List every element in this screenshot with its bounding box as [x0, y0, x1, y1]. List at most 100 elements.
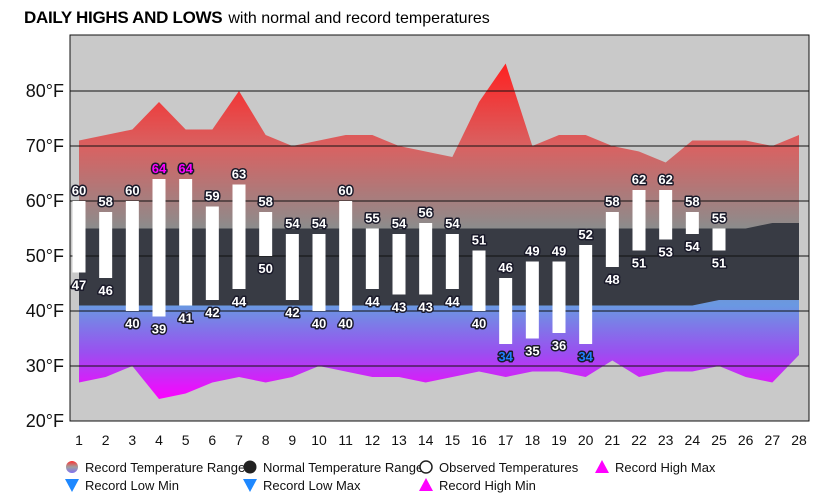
x-tick-label: 20 [578, 432, 594, 448]
observed-bar [392, 234, 406, 295]
observed-bar [285, 234, 299, 300]
observed-bar [312, 234, 326, 311]
observed-high-label: 60 [72, 183, 86, 198]
observed-bar [659, 190, 673, 240]
normal-range-area [79, 223, 799, 306]
y-tick-label: 50°F [26, 246, 64, 266]
observed-low-label: 44 [445, 294, 460, 309]
observed-low-label: 35 [525, 344, 539, 359]
x-tick-label: 8 [262, 432, 270, 448]
observed-high-label: 55 [365, 211, 379, 226]
x-tick-label: 4 [155, 432, 163, 448]
x-tick-label: 18 [525, 432, 541, 448]
legend-label: Record Temperature Range [85, 460, 245, 475]
observed-high-label: 59 [205, 189, 219, 204]
observed-low-label: 46 [98, 283, 112, 298]
chart-title: DAILY HIGHS AND LOWS [24, 8, 223, 27]
observed-bar [339, 201, 353, 311]
x-tick-label: 11 [338, 432, 353, 448]
observed-bar [552, 261, 566, 333]
observed-low-label: 42 [205, 305, 219, 320]
observed-low-label: 40 [125, 316, 139, 331]
chart-title-block: DAILY HIGHS AND LOWS with normal and reco… [24, 8, 490, 28]
observed-low-label: 40 [472, 316, 486, 331]
y-tick-label: 30°F [26, 356, 64, 376]
observed-bar [525, 261, 539, 339]
x-tick-label: 2 [102, 432, 110, 448]
x-tick-label: 5 [182, 432, 190, 448]
observed-high-label: 49 [525, 244, 539, 259]
x-tick-label: 22 [631, 432, 647, 448]
x-tick-label: 14 [418, 432, 434, 448]
observed-bar [205, 206, 219, 300]
x-tick-label: 7 [235, 432, 243, 448]
legend-label: Observed Temperatures [439, 460, 579, 475]
legend-label: Record Low Min [85, 478, 179, 493]
y-tick-label: 40°F [26, 301, 64, 321]
observed-bar [99, 212, 113, 278]
observed-bar [365, 228, 379, 289]
observed-high-label: 55 [712, 211, 726, 226]
observed-bar [259, 212, 273, 256]
observed-low-label: 48 [605, 272, 619, 287]
observed-high-label: 58 [605, 194, 619, 209]
observed-bar [179, 179, 193, 306]
y-tick-label: 20°F [26, 411, 64, 431]
observed-high-label: 64 [152, 161, 167, 176]
observed-high-label: 58 [258, 194, 272, 209]
y-tick-label: 60°F [26, 191, 64, 211]
x-tick-label: 15 [445, 432, 461, 448]
observed-high-label: 54 [392, 216, 407, 231]
observed-bar [632, 190, 646, 251]
observed-low-label: 43 [418, 300, 432, 315]
observed-low-label: 44 [232, 294, 247, 309]
observed-low-label: 40 [312, 316, 326, 331]
observed-low-label: 42 [285, 305, 299, 320]
legend-label: Normal Temperature Range [263, 460, 423, 475]
observed-bar [125, 201, 139, 311]
x-tick-label: 12 [365, 432, 381, 448]
observed-low-label: 53 [658, 245, 672, 260]
observed-high-label: 64 [178, 161, 193, 176]
observed-low-label: 39 [152, 322, 166, 337]
legend-label: Record High Max [615, 460, 716, 475]
observed-high-label: 60 [338, 183, 352, 198]
x-tick-label: 28 [791, 432, 807, 448]
observed-high-label: 58 [685, 194, 699, 209]
triangle-down-icon [243, 479, 257, 492]
observed-low-label: 41 [178, 311, 192, 326]
observed-low-label: 54 [685, 239, 700, 254]
legend-label: Record High Min [439, 478, 536, 493]
observed-low-label: 36 [552, 338, 566, 353]
normal-range-legend-icon [243, 460, 257, 474]
legend-label: Record Low Max [263, 478, 361, 493]
x-tick-label: 21 [605, 432, 621, 448]
observed-high-label: 62 [658, 172, 672, 187]
triangle-down-icon [65, 479, 79, 492]
observed-low-label: 34 [498, 349, 513, 364]
x-tick-label: 24 [685, 432, 701, 448]
triangle-up-icon [595, 460, 609, 473]
observed-bar [579, 245, 593, 344]
observed-low-label: 51 [712, 256, 726, 271]
observed-high-label: 56 [418, 205, 432, 220]
observed-high-label: 51 [472, 233, 486, 248]
observed-low-label: 44 [365, 294, 380, 309]
x-tick-label: 13 [391, 432, 407, 448]
observed-low-label: 51 [632, 256, 646, 271]
observed-high-label: 62 [632, 172, 646, 187]
y-tick-label: 70°F [26, 136, 64, 156]
observed-bar [712, 228, 726, 251]
observed-legend-icon [419, 460, 433, 474]
observed-bar [232, 184, 246, 289]
observed-high-label: 54 [312, 216, 327, 231]
x-tick-label: 27 [765, 432, 781, 448]
observed-bar [472, 250, 486, 311]
x-tick-label: 1 [75, 432, 83, 448]
observed-high-label: 60 [125, 183, 139, 198]
x-tick-label: 19 [551, 432, 567, 448]
observed-high-label: 58 [98, 194, 112, 209]
x-tick-label: 23 [658, 432, 674, 448]
triangle-up-icon [419, 478, 433, 491]
